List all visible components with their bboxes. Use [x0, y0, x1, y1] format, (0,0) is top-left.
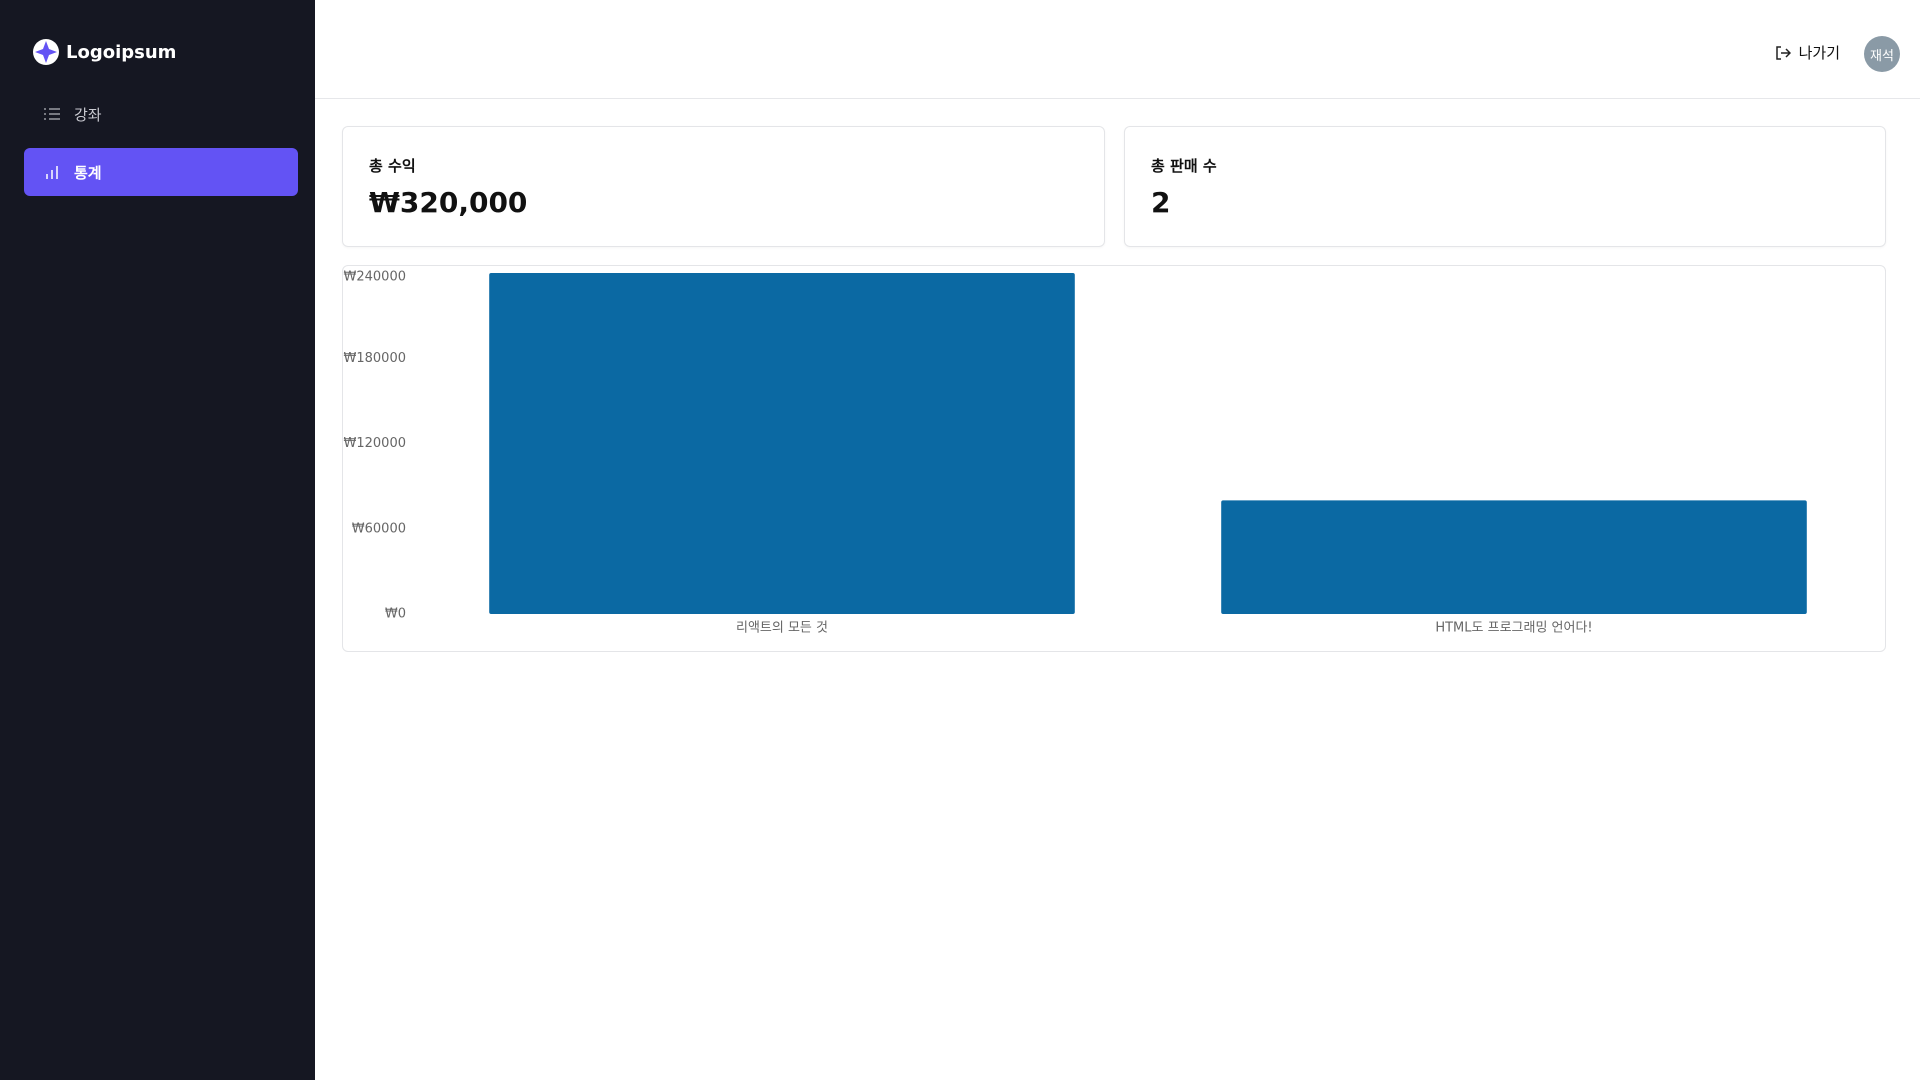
- stat-value: ₩320,000: [369, 186, 528, 219]
- nav-label: 강좌: [74, 105, 102, 124]
- header: 나가기 재석: [315, 0, 1920, 99]
- logout-label: 나가기: [1798, 44, 1840, 62]
- logo[interactable]: Logoipsum: [32, 38, 176, 66]
- chart-card: ₩0 ₩60000 ₩120000 ₩180000 ₩240000 리액트의 모든 것 HT…: [342, 265, 1886, 652]
- logo-text: Logoipsum: [66, 41, 177, 63]
- chart: ₩0 ₩60000 ₩120000 ₩180000 ₩240000 리액트의 모든 것 HT…: [344, 270, 1807, 636]
- sidebar: Logoipsum 강좌 통계: [0, 0, 315, 1080]
- y-tick-label: ₩180000: [344, 351, 406, 366]
- y-tick-label: ₩60000: [352, 521, 406, 536]
- stat-label: 총 판매 수: [1151, 157, 1217, 175]
- bar: [1221, 500, 1807, 614]
- avatar[interactable]: 재석: [1864, 36, 1900, 72]
- stat-label: 총 수익: [369, 157, 416, 175]
- nav-label: 통계: [74, 163, 102, 182]
- stat-card: 총 판매 수 2: [1124, 126, 1886, 247]
- stat-value: 2: [1151, 186, 1171, 219]
- x-tick-label: HTML도 프로그래밍 언어다!: [1435, 621, 1592, 636]
- stat-card: 총 수익 ₩320,000: [342, 126, 1105, 247]
- nav-item[interactable]: 강좌: [24, 90, 298, 138]
- y-tick-label: ₩120000: [344, 436, 406, 451]
- y-tick-label: ₩240000: [344, 270, 406, 285]
- bar: [489, 273, 1075, 614]
- list-icon: [44, 108, 60, 120]
- logout-icon: [1775, 45, 1791, 60]
- y-tick-label: ₩0: [385, 607, 406, 622]
- chart-icon: [46, 166, 58, 179]
- x-tick-label: 리액트의 모든 것: [736, 621, 828, 636]
- nav-item-active[interactable]: 통계: [24, 148, 298, 196]
- logo-icon: [33, 39, 59, 65]
- logout-button[interactable]: 나가기: [1775, 42, 1840, 63]
